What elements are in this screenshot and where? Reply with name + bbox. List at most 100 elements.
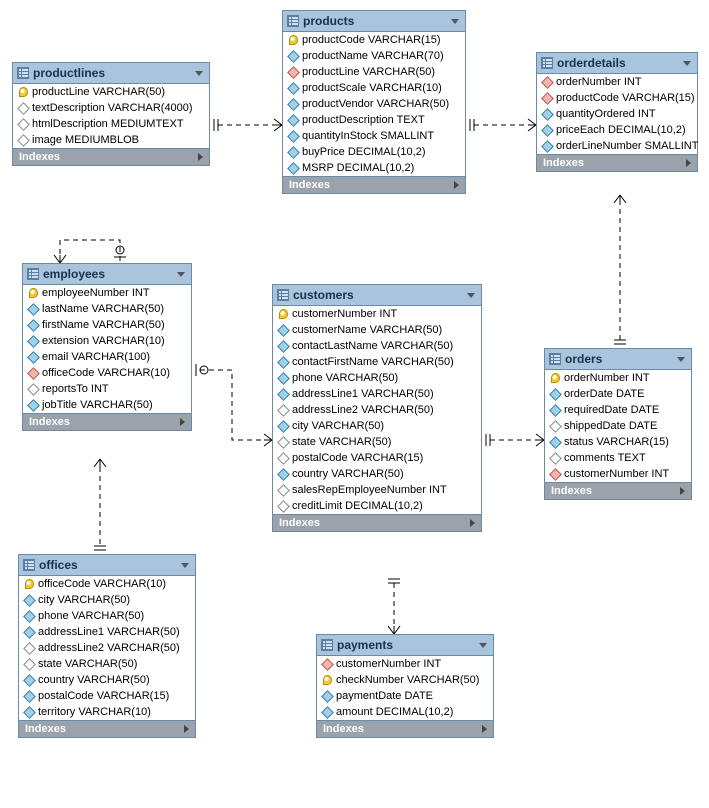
column-row[interactable]: officeCode VARCHAR(10) (23, 365, 191, 381)
collapse-icon[interactable] (479, 643, 487, 648)
column-row[interactable]: textDescription VARCHAR(4000) (13, 100, 209, 116)
column-row[interactable]: customerNumber INT (317, 656, 493, 672)
column-row[interactable]: orderNumber INT (545, 370, 691, 386)
table-header[interactable]: offices (19, 555, 195, 576)
column-row[interactable]: addressLine1 VARCHAR(50) (273, 386, 481, 402)
collapse-icon[interactable] (177, 272, 185, 277)
column-row[interactable]: quantityOrdered INT (537, 106, 697, 122)
column-row[interactable]: addressLine2 VARCHAR(50) (19, 640, 195, 656)
column-row[interactable]: orderDate DATE (545, 386, 691, 402)
column-row[interactable]: productLine VARCHAR(50) (283, 64, 465, 80)
column-row[interactable]: orderNumber INT (537, 74, 697, 90)
column-row[interactable]: requiredDate DATE (545, 402, 691, 418)
table-header[interactable]: payments (317, 635, 493, 656)
column-row[interactable]: customerNumber INT (273, 306, 481, 322)
collapse-icon[interactable] (195, 71, 203, 76)
table-header[interactable]: orderdetails (537, 53, 697, 74)
indexes-section[interactable]: Indexes (317, 720, 493, 737)
table-payments[interactable]: paymentscustomerNumber INTcheckNumber VA… (316, 634, 494, 738)
indexes-section[interactable]: Indexes (19, 720, 195, 737)
table-offices[interactable]: officesofficeCode VARCHAR(10)city VARCHA… (18, 554, 196, 738)
column-row[interactable]: comments TEXT (545, 450, 691, 466)
column-row[interactable]: customerNumber INT (545, 466, 691, 482)
column-row[interactable]: contactLastName VARCHAR(50) (273, 338, 481, 354)
collapse-icon[interactable] (451, 19, 459, 24)
column-row[interactable]: creditLimit DECIMAL(10,2) (273, 498, 481, 514)
column-row[interactable]: customerName VARCHAR(50) (273, 322, 481, 338)
column-row[interactable]: contactFirstName VARCHAR(50) (273, 354, 481, 370)
column-row[interactable]: MSRP DECIMAL(10,2) (283, 160, 465, 176)
expand-icon[interactable] (184, 725, 189, 733)
column-row[interactable]: phone VARCHAR(50) (19, 608, 195, 624)
column-row[interactable]: state VARCHAR(50) (273, 434, 481, 450)
expand-icon[interactable] (198, 153, 203, 161)
table-header[interactable]: products (283, 11, 465, 32)
collapse-icon[interactable] (677, 357, 685, 362)
indexes-section[interactable]: Indexes (13, 148, 209, 165)
indexes-section[interactable]: Indexes (273, 514, 481, 531)
table-orderdetails[interactable]: orderdetailsorderNumber INTproductCode V… (536, 52, 698, 172)
column-row[interactable]: postalCode VARCHAR(15) (19, 688, 195, 704)
column-row[interactable]: status VARCHAR(15) (545, 434, 691, 450)
expand-icon[interactable] (180, 418, 185, 426)
column-row[interactable]: postalCode VARCHAR(15) (273, 450, 481, 466)
column-row[interactable]: productLine VARCHAR(50) (13, 84, 209, 100)
table-header[interactable]: employees (23, 264, 191, 285)
expand-icon[interactable] (482, 725, 487, 733)
column-row[interactable]: country VARCHAR(50) (273, 466, 481, 482)
table-customers[interactable]: customerscustomerNumber INTcustomerName … (272, 284, 482, 532)
column-row[interactable]: city VARCHAR(50) (273, 418, 481, 434)
table-employees[interactable]: employeesemployeeNumber INTlastName VARC… (22, 263, 192, 431)
column-row[interactable]: productCode VARCHAR(15) (283, 32, 465, 48)
column-row[interactable]: amount DECIMAL(10,2) (317, 704, 493, 720)
column-row[interactable]: territory VARCHAR(10) (19, 704, 195, 720)
notnull-icon (287, 82, 300, 95)
column-row[interactable]: city VARCHAR(50) (19, 592, 195, 608)
collapse-icon[interactable] (181, 563, 189, 568)
column-row[interactable]: checkNumber VARCHAR(50) (317, 672, 493, 688)
column-row[interactable]: lastName VARCHAR(50) (23, 301, 191, 317)
column-row[interactable]: officeCode VARCHAR(10) (19, 576, 195, 592)
column-row[interactable]: paymentDate DATE (317, 688, 493, 704)
column-row[interactable]: reportsTo INT (23, 381, 191, 397)
table-header[interactable]: productlines (13, 63, 209, 84)
indexes-section[interactable]: Indexes (283, 176, 465, 193)
table-products[interactable]: productsproductCode VARCHAR(15)productNa… (282, 10, 466, 194)
column-row[interactable]: state VARCHAR(50) (19, 656, 195, 672)
column-row[interactable]: productVendor VARCHAR(50) (283, 96, 465, 112)
column-row[interactable]: phone VARCHAR(50) (273, 370, 481, 386)
column-row[interactable]: productName VARCHAR(70) (283, 48, 465, 64)
column-row[interactable]: email VARCHAR(100) (23, 349, 191, 365)
indexes-section[interactable]: Indexes (537, 154, 697, 171)
table-productlines[interactable]: productlinesproductLine VARCHAR(50)textD… (12, 62, 210, 166)
column-row[interactable]: firstName VARCHAR(50) (23, 317, 191, 333)
column-row[interactable]: htmlDescription MEDIUMTEXT (13, 116, 209, 132)
column-row[interactable]: orderLineNumber SMALLINT (537, 138, 697, 154)
expand-icon[interactable] (680, 487, 685, 495)
column-row[interactable]: quantityInStock SMALLINT (283, 128, 465, 144)
column-row[interactable]: productScale VARCHAR(10) (283, 80, 465, 96)
indexes-section[interactable]: Indexes (23, 413, 191, 430)
indexes-section[interactable]: Indexes (545, 482, 691, 499)
column-row[interactable]: jobTitle VARCHAR(50) (23, 397, 191, 413)
column-row[interactable]: buyPrice DECIMAL(10,2) (283, 144, 465, 160)
expand-icon[interactable] (454, 181, 459, 189)
collapse-icon[interactable] (467, 293, 475, 298)
column-row[interactable]: productCode VARCHAR(15) (537, 90, 697, 106)
column-row[interactable]: productDescription TEXT (283, 112, 465, 128)
column-row[interactable]: employeeNumber INT (23, 285, 191, 301)
expand-icon[interactable] (470, 519, 475, 527)
column-row[interactable]: addressLine2 VARCHAR(50) (273, 402, 481, 418)
column-row[interactable]: extension VARCHAR(10) (23, 333, 191, 349)
table-orders[interactable]: ordersorderNumber INTorderDate DATErequi… (544, 348, 692, 500)
column-row[interactable]: priceEach DECIMAL(10,2) (537, 122, 697, 138)
expand-icon[interactable] (686, 159, 691, 167)
table-header[interactable]: orders (545, 349, 691, 370)
column-row[interactable]: image MEDIUMBLOB (13, 132, 209, 148)
column-row[interactable]: addressLine1 VARCHAR(50) (19, 624, 195, 640)
table-header[interactable]: customers (273, 285, 481, 306)
column-row[interactable]: shippedDate DATE (545, 418, 691, 434)
column-row[interactable]: country VARCHAR(50) (19, 672, 195, 688)
column-row[interactable]: salesRepEmployeeNumber INT (273, 482, 481, 498)
collapse-icon[interactable] (683, 61, 691, 66)
